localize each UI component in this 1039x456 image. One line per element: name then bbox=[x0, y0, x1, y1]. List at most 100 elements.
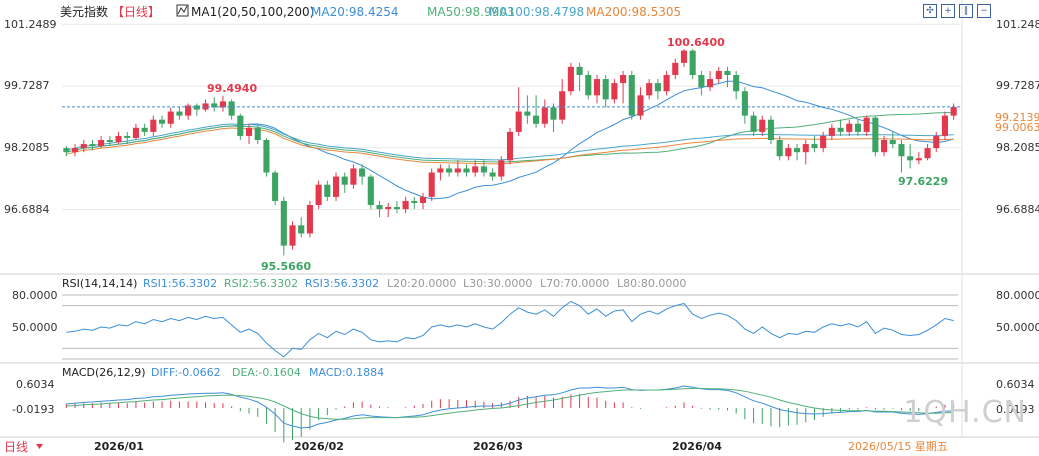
instrument-name: 美元指数 bbox=[60, 4, 108, 19]
candle-body bbox=[559, 91, 566, 120]
annotation-low-2: 97.6229 bbox=[898, 175, 948, 188]
candle-body bbox=[820, 135, 827, 149]
candle-body bbox=[480, 166, 487, 173]
candle-body bbox=[620, 75, 627, 84]
candle-body bbox=[663, 75, 670, 92]
candle-body bbox=[89, 144, 96, 147]
rsi-l30: L30:30.0000 bbox=[463, 277, 532, 290]
candle-body bbox=[576, 66, 583, 75]
candle-body bbox=[472, 166, 479, 173]
crosshair-icon[interactable]: ✣ bbox=[923, 4, 937, 18]
footer-period-tab[interactable]: 日线 bbox=[4, 440, 28, 454]
rsi2-value: RSI2:56.3302 bbox=[224, 277, 298, 290]
candle-body bbox=[158, 119, 166, 124]
candle-body bbox=[176, 111, 183, 116]
rsi-line bbox=[66, 300, 954, 358]
candle-body bbox=[428, 172, 435, 197]
ma20-value: MA20:98.4254 bbox=[311, 5, 399, 19]
candle-body bbox=[80, 144, 87, 149]
rsi-tick: 80.0000 bbox=[12, 289, 58, 302]
ma-label: MA1(20,50,100,200) bbox=[191, 5, 314, 19]
candle-style-icon[interactable]: ‖ bbox=[959, 4, 973, 18]
price-tick-right: 98.2085 bbox=[996, 141, 1039, 154]
macd-dea-value: DEA:-0.1604 bbox=[232, 366, 301, 379]
ma-toggle-icon[interactable] bbox=[176, 4, 189, 17]
candle-body bbox=[437, 168, 444, 173]
candle-body bbox=[419, 196, 427, 203]
candle-body bbox=[315, 184, 322, 205]
candle-body bbox=[359, 168, 366, 177]
candle-body bbox=[933, 135, 940, 149]
candle-body bbox=[141, 127, 148, 132]
ma100-value: MA100:98.4798 bbox=[489, 5, 584, 19]
ma-toggle-icon-glyph bbox=[177, 5, 188, 15]
candle-body bbox=[941, 115, 948, 136]
macd-dea-line bbox=[66, 387, 954, 420]
macd-value: MACD:0.1884 bbox=[309, 366, 384, 379]
candle-body bbox=[776, 140, 783, 157]
ma50-value: MA50:98.9903 bbox=[427, 5, 515, 19]
current-price-label: 99.2139 bbox=[995, 111, 1039, 124]
candle-body bbox=[541, 107, 548, 124]
zoom-out-icon[interactable]: − bbox=[977, 4, 991, 18]
candle-body bbox=[498, 160, 505, 177]
candle-body bbox=[132, 127, 139, 138]
candle-body bbox=[289, 225, 296, 246]
candle-body bbox=[211, 103, 218, 108]
macd-diff-value: DIFF:-0.0662 bbox=[151, 366, 221, 379]
rsi-tick-right: 80.0000 bbox=[996, 289, 1039, 302]
candle-body bbox=[280, 200, 287, 246]
ma200-value: MA200:98.5305 bbox=[586, 5, 681, 19]
date-label: 2026/03 bbox=[473, 440, 523, 453]
macd-tick-right: 0.6034 bbox=[996, 378, 1035, 391]
price-axis-left: 101.2489 99.7287 98.2085 96.6884 bbox=[4, 18, 57, 216]
date-label: 2026/02 bbox=[294, 440, 344, 453]
candle-body bbox=[350, 168, 357, 185]
price-grid bbox=[62, 23, 962, 211]
candle-body bbox=[411, 200, 418, 203]
candle-body bbox=[202, 103, 209, 110]
candle-body bbox=[602, 79, 609, 100]
rsi1-value: RSI1:56.3302 bbox=[143, 277, 217, 290]
candle-body bbox=[393, 207, 400, 210]
candle-body bbox=[72, 148, 79, 153]
date-label: 2026/01 bbox=[94, 440, 144, 453]
candle-body bbox=[150, 119, 157, 132]
candle-body bbox=[837, 127, 844, 132]
candle-body bbox=[846, 123, 853, 132]
macd-label: MACD(26,12,9) bbox=[62, 366, 146, 379]
candle-body bbox=[828, 127, 835, 136]
candle-body bbox=[889, 140, 896, 145]
candle-body bbox=[924, 148, 931, 159]
candle-body bbox=[106, 140, 113, 143]
candle-body bbox=[950, 107, 957, 116]
candle-body bbox=[298, 225, 305, 234]
candle-body bbox=[907, 156, 914, 161]
candle-body bbox=[167, 111, 174, 124]
candle-body bbox=[446, 168, 453, 173]
annotation-low-1: 95.5660 bbox=[261, 260, 311, 273]
candle-body bbox=[402, 200, 409, 210]
macd-tick: 0.6034 bbox=[16, 378, 55, 391]
candle-body bbox=[785, 148, 792, 157]
rsi-l20: L20:20.0000 bbox=[387, 277, 456, 290]
candle-body bbox=[463, 168, 470, 173]
candle-body bbox=[98, 140, 105, 147]
candle-body bbox=[219, 101, 226, 108]
candle-body bbox=[454, 168, 461, 173]
candle-body bbox=[254, 127, 261, 140]
candle-body bbox=[272, 172, 279, 201]
candle-body bbox=[654, 83, 661, 92]
candle-body bbox=[915, 158, 922, 161]
macd-tick-right: 0.0193 bbox=[996, 403, 1035, 416]
candle-body bbox=[515, 111, 522, 132]
period-dropdown-icon[interactable] bbox=[36, 444, 43, 449]
candle-body bbox=[550, 107, 557, 120]
candle-body bbox=[733, 75, 740, 92]
rsi-plot bbox=[62, 294, 958, 360]
current-price-hidden-label: 99.0063 bbox=[995, 121, 1039, 134]
date-label: 2026/04 bbox=[672, 440, 722, 453]
candle-body bbox=[593, 79, 601, 96]
zoom-in-icon[interactable]: + bbox=[941, 4, 955, 18]
